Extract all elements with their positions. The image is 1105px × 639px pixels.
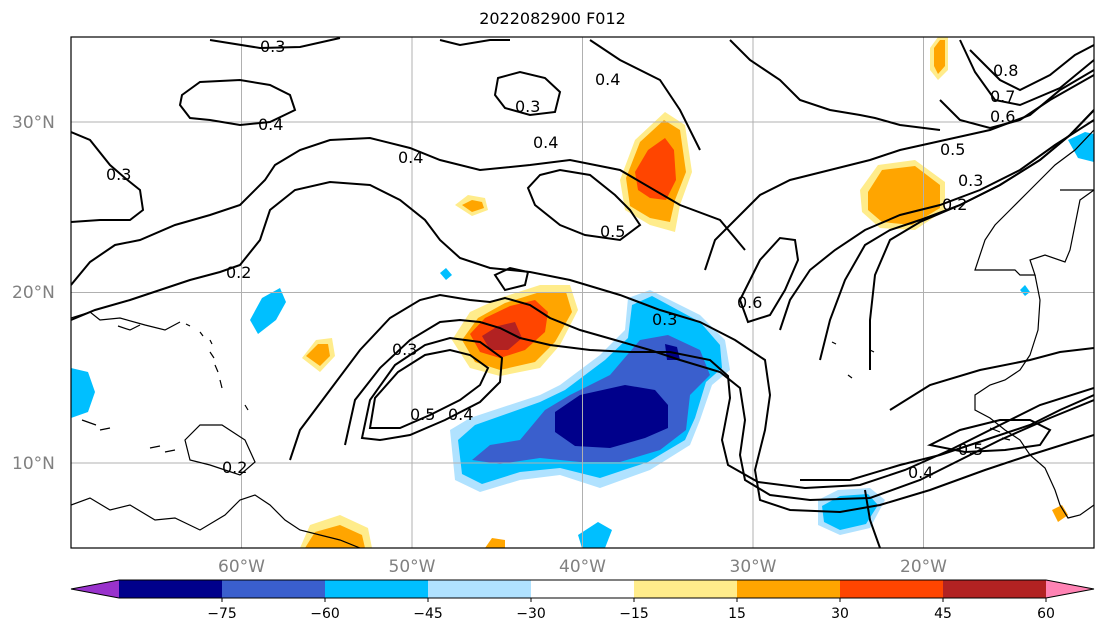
negative-anomaly-small-4	[822, 494, 878, 530]
contour-labels: 0.3 0.4 0.4 0.3 0.4 0.3 0.4 0.8 0.7 0.6 …	[106, 37, 1018, 482]
positive-anomaly-darkred-1	[482, 322, 522, 350]
colorbar-segment	[634, 580, 738, 598]
negative-anomaly-small-2	[71, 368, 95, 418]
x-tick-label: 30°W	[730, 557, 777, 577]
plot-frame	[70, 36, 1095, 549]
x-tick-label: 40°W	[559, 557, 606, 577]
colorbar-tick-label: −30	[516, 606, 546, 622]
colorbar-tick-label: −60	[310, 606, 340, 622]
contour-label: 0.2	[226, 263, 251, 282]
contour-label: 0.4	[908, 463, 933, 482]
colorbar-tick-label: −45	[413, 606, 443, 622]
y-tick-label: 30°N	[12, 113, 55, 133]
colorbar-tick-label: 30	[831, 606, 849, 622]
shaded-field	[71, 37, 1094, 548]
colorbar-tick-label: 45	[934, 606, 952, 622]
contour-label: 0.5	[600, 222, 625, 241]
contours	[71, 37, 1094, 548]
x-axis-labels: 60°W 50°W 40°W 30°W 20°W	[218, 557, 947, 577]
positive-anomaly-orange-4	[305, 525, 365, 548]
negative-anomaly-small-7	[440, 268, 452, 280]
negative-anomaly-small-8	[1020, 285, 1030, 296]
positive-anomaly-small-orange-5	[306, 344, 330, 366]
positive-anomaly-small-6b	[462, 200, 484, 212]
contour-label: 0.8	[993, 61, 1018, 80]
contour-label: 0.3	[260, 37, 285, 56]
contour-label: 0.7	[990, 87, 1015, 106]
colorbar-tick-label: 60	[1037, 606, 1055, 622]
y-tick-label: 20°N	[12, 283, 55, 303]
colorbar-segment	[325, 580, 429, 598]
contour-label: 0.6	[737, 293, 762, 312]
colorbar-segment	[119, 580, 223, 598]
colorbar: −75−60−45−30−151530456075	[70, 579, 1095, 622]
contour-label: 0.4	[258, 115, 283, 134]
contour-label: 0.5	[410, 405, 435, 424]
negative-anomaly-small-1	[250, 288, 286, 334]
contour-label: 0.5	[940, 140, 965, 159]
grid-lines	[71, 37, 1094, 548]
colorbar-segment	[943, 580, 1047, 598]
colorbar-tick-label: −75	[207, 606, 237, 622]
colorbar-extend-low	[71, 580, 119, 598]
contour-label: 0.3	[652, 310, 677, 329]
contour-label: 0.5	[958, 440, 983, 459]
y-axis-labels: 30°N 20°N 10°N	[12, 113, 55, 474]
contour-label: 0.2	[942, 195, 967, 214]
contour-label: 0.3	[392, 340, 417, 359]
contour-label: 0.3	[106, 165, 131, 184]
contour-label: 0.3	[515, 97, 540, 116]
contour-label: 0.6	[990, 107, 1015, 126]
contour-label: 0.3	[958, 171, 983, 190]
colorbar-segment	[428, 580, 532, 598]
x-tick-label: 20°W	[900, 557, 947, 577]
colorbar-tick-label: 15	[728, 606, 746, 622]
colorbar-segment	[222, 580, 326, 598]
contour-label: 0.4	[533, 133, 558, 152]
x-tick-label: 60°W	[218, 557, 265, 577]
colorbar-segment	[737, 580, 841, 598]
contour-label: 0.4	[448, 405, 473, 424]
positive-anomaly-small-9	[1052, 505, 1068, 522]
negative-anomaly-small-5	[1068, 132, 1094, 162]
colorbar-segment	[531, 580, 635, 598]
colorbar-extend-high	[1046, 580, 1094, 598]
contour-label: 0.4	[398, 148, 423, 167]
positive-anomaly-small-8	[485, 538, 505, 548]
negative-anomaly-small-6	[578, 522, 612, 548]
colorbar-tick-label: −15	[619, 606, 649, 622]
contour-label: 0.2	[222, 458, 247, 477]
negative-anomaly-dark	[555, 385, 668, 448]
x-tick-label: 50°W	[389, 557, 436, 577]
colorbar-segment	[840, 580, 944, 598]
colorbar-outline	[70, 579, 1095, 599]
map-title: 2022082900 F012	[479, 9, 626, 28]
y-tick-label: 10°N	[12, 454, 55, 474]
contour-label: 0.4	[595, 70, 620, 89]
positive-anomaly-small-7b	[934, 40, 945, 74]
